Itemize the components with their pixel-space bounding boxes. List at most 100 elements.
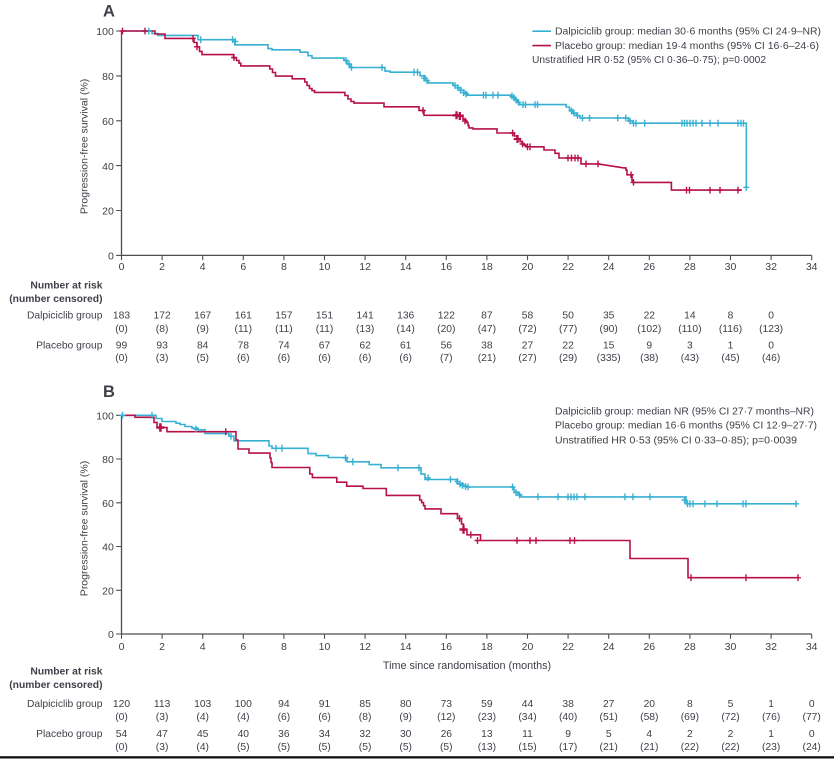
- svg-text:(6): (6): [278, 353, 291, 364]
- svg-text:24: 24: [603, 261, 615, 273]
- svg-text:80: 80: [102, 71, 114, 83]
- svg-text:44: 44: [522, 699, 534, 710]
- svg-text:(23): (23): [762, 742, 780, 753]
- svg-text:(6): (6): [237, 353, 250, 364]
- svg-text:(5): (5): [359, 742, 372, 753]
- svg-text:141: 141: [357, 310, 374, 321]
- svg-text:26: 26: [643, 641, 655, 653]
- svg-text:0: 0: [768, 310, 774, 321]
- svg-text:(27): (27): [518, 353, 536, 364]
- svg-text:84: 84: [197, 341, 209, 352]
- svg-text:(110): (110): [678, 324, 701, 335]
- svg-text:87: 87: [481, 310, 493, 321]
- svg-text:10: 10: [319, 641, 331, 653]
- svg-text:(22): (22): [681, 742, 699, 753]
- svg-text:Unstratified HR 0·53 (95% CI 0: Unstratified HR 0·53 (95% CI 0·33–0·85);…: [555, 436, 797, 447]
- svg-text:(number censored): (number censored): [9, 294, 102, 305]
- svg-text:14: 14: [400, 261, 412, 273]
- svg-text:(43): (43): [681, 353, 699, 364]
- svg-text:(9): (9): [399, 712, 412, 723]
- svg-text:11: 11: [522, 729, 533, 740]
- svg-text:Placebo group: median 16·6 mon: Placebo group: median 16·6 months (95% C…: [555, 421, 817, 432]
- svg-text:30: 30: [400, 729, 412, 740]
- svg-text:60: 60: [102, 116, 114, 128]
- svg-text:40: 40: [238, 729, 250, 740]
- svg-text:Placebo group: Placebo group: [36, 729, 103, 740]
- svg-text:(77): (77): [803, 712, 821, 723]
- svg-text:(6): (6): [318, 712, 331, 723]
- svg-text:54: 54: [116, 729, 128, 740]
- svg-text:(5): (5): [440, 742, 453, 753]
- svg-text:(12): (12): [437, 712, 455, 723]
- svg-text:103: 103: [194, 699, 211, 710]
- svg-text:(21): (21): [640, 742, 658, 753]
- svg-text:122: 122: [438, 310, 455, 321]
- svg-text:(4): (4): [196, 712, 209, 723]
- svg-text:60: 60: [102, 498, 114, 510]
- svg-text:32: 32: [765, 261, 777, 273]
- svg-text:0: 0: [108, 251, 114, 263]
- svg-text:20: 20: [644, 699, 656, 710]
- svg-text:(0): (0): [115, 324, 128, 335]
- svg-text:(34): (34): [518, 712, 536, 723]
- svg-text:22: 22: [562, 641, 574, 653]
- svg-text:(9): (9): [196, 324, 209, 335]
- svg-text:1: 1: [768, 729, 774, 740]
- svg-text:(11): (11): [275, 324, 293, 335]
- svg-text:(11): (11): [316, 324, 334, 335]
- svg-text:(7): (7): [440, 353, 453, 364]
- svg-text:(5): (5): [318, 742, 331, 753]
- svg-text:(335): (335): [597, 353, 621, 364]
- svg-text:80: 80: [400, 699, 412, 710]
- svg-text:(17): (17): [559, 742, 577, 753]
- svg-text:(5): (5): [237, 742, 250, 753]
- svg-text:(0): (0): [115, 353, 128, 364]
- svg-text:22: 22: [562, 261, 574, 273]
- svg-text:Dalpiciclib group: median 30·6: Dalpiciclib group: median 30·6 months (9…: [555, 27, 821, 38]
- svg-text:B: B: [103, 383, 115, 401]
- svg-text:27: 27: [603, 699, 615, 710]
- svg-text:32: 32: [359, 729, 371, 740]
- svg-text:13: 13: [481, 729, 493, 740]
- svg-text:(5): (5): [196, 353, 209, 364]
- svg-text:(22): (22): [721, 742, 739, 753]
- svg-text:2: 2: [728, 729, 734, 740]
- svg-text:67: 67: [319, 341, 331, 352]
- svg-text:9: 9: [565, 729, 571, 740]
- svg-text:(8): (8): [359, 712, 372, 723]
- svg-text:(11): (11): [235, 324, 253, 335]
- svg-text:(3): (3): [156, 712, 169, 723]
- svg-text:(46): (46): [762, 353, 780, 364]
- svg-text:(6): (6): [278, 712, 291, 723]
- svg-text:(number censored): (number censored): [9, 680, 102, 691]
- svg-text:(21): (21): [600, 742, 618, 753]
- svg-text:Placebo group: Placebo group: [36, 341, 103, 352]
- svg-text:24: 24: [603, 641, 615, 653]
- svg-text:16: 16: [440, 261, 452, 273]
- svg-text:12: 12: [359, 641, 371, 653]
- svg-text:61: 61: [400, 341, 412, 352]
- svg-text:50: 50: [562, 310, 574, 321]
- svg-text:Progression-free survival (%): Progression-free survival (%): [79, 79, 91, 214]
- svg-text:22: 22: [562, 341, 574, 352]
- svg-text:Dalpiciclib group: Dalpiciclib group: [27, 699, 103, 710]
- svg-text:(13): (13): [356, 324, 374, 335]
- svg-text:93: 93: [156, 341, 168, 352]
- svg-text:59: 59: [481, 699, 493, 710]
- svg-text:0: 0: [809, 699, 815, 710]
- svg-text:20: 20: [522, 641, 534, 653]
- svg-text:20: 20: [102, 206, 114, 218]
- svg-text:74: 74: [278, 341, 290, 352]
- svg-text:1: 1: [768, 699, 774, 710]
- svg-text:8: 8: [281, 261, 287, 273]
- svg-text:172: 172: [154, 310, 171, 321]
- svg-text:26: 26: [441, 729, 453, 740]
- svg-text:120: 120: [113, 699, 130, 710]
- svg-text:18: 18: [481, 261, 493, 273]
- svg-text:(3): (3): [156, 353, 169, 364]
- svg-text:(3): (3): [156, 742, 169, 753]
- svg-text:10: 10: [319, 261, 331, 273]
- svg-text:3: 3: [687, 341, 693, 352]
- svg-text:(8): (8): [156, 324, 169, 335]
- svg-text:(0): (0): [115, 742, 128, 753]
